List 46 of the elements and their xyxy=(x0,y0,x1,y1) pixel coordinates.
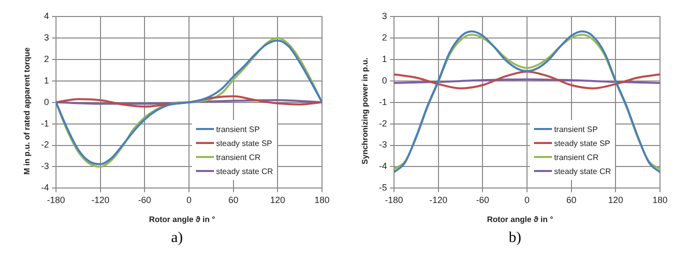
y-tick-label: 1 xyxy=(44,75,49,86)
x-tick-label: -120 xyxy=(91,195,110,206)
y-tick-label: -5 xyxy=(378,182,387,193)
x-tick-label: 120 xyxy=(608,195,624,206)
y-tick-label: -2 xyxy=(378,118,387,128)
x-tick-label: 60 xyxy=(566,195,576,206)
x-tick-label: 60 xyxy=(228,195,238,206)
y-tick-label: 1 xyxy=(382,54,387,64)
y-tick-label: -3 xyxy=(40,161,49,172)
y-tick-label: 2 xyxy=(382,32,387,42)
y-tick-label: -2 xyxy=(40,140,49,150)
y-tick-label: 0 xyxy=(44,96,49,107)
y-tick-label: 2 xyxy=(44,54,49,64)
y-tick-label: -4 xyxy=(40,182,49,193)
y-tick-label: 3 xyxy=(44,32,49,42)
y-tick-label: -4 xyxy=(378,161,387,172)
x-tick-label: 180 xyxy=(314,195,330,206)
y-axis-title: Synchronizing power in p.u. xyxy=(360,57,370,164)
x-axis-title: Rotor angle ϑ in ° xyxy=(486,215,554,224)
x-axis-title: Rotor angle ϑ in ° xyxy=(148,215,216,224)
legend-label: transient SP xyxy=(554,124,598,134)
legend-label: transient CR xyxy=(216,152,261,162)
y-tick-label: -1 xyxy=(40,118,49,128)
legend-label: transient SP xyxy=(216,124,260,134)
y-axis-title: M in p.u. of rated apparent torque xyxy=(22,46,32,174)
text: a) xyxy=(171,230,183,247)
x-tick-label: -180 xyxy=(46,195,66,206)
y-tick-label: -1 xyxy=(378,96,387,107)
x-tick-label: 180 xyxy=(652,195,668,206)
y-tick-label: 3 xyxy=(382,10,387,21)
x-tick-label: -60 xyxy=(476,195,490,206)
x-tick-label: 0 xyxy=(524,195,530,206)
x-tick-label: -60 xyxy=(138,195,152,206)
x-tick-label: 120 xyxy=(270,195,286,206)
x-tick-label: -120 xyxy=(429,195,448,206)
text: b) xyxy=(508,230,522,247)
legend-label: transient CR xyxy=(554,152,599,162)
legend-label: steady state SP xyxy=(216,138,272,148)
legend-label: steady state CR xyxy=(216,166,273,176)
legend-label: steady state SP xyxy=(554,138,610,148)
y-tick-label: 0 xyxy=(382,75,387,86)
legend-label: steady state CR xyxy=(554,166,611,176)
y-tick-label: 4 xyxy=(44,10,49,21)
x-tick-label: -180 xyxy=(384,195,404,206)
y-tick-label: -3 xyxy=(378,140,387,150)
x-tick-label: 0 xyxy=(186,195,192,206)
